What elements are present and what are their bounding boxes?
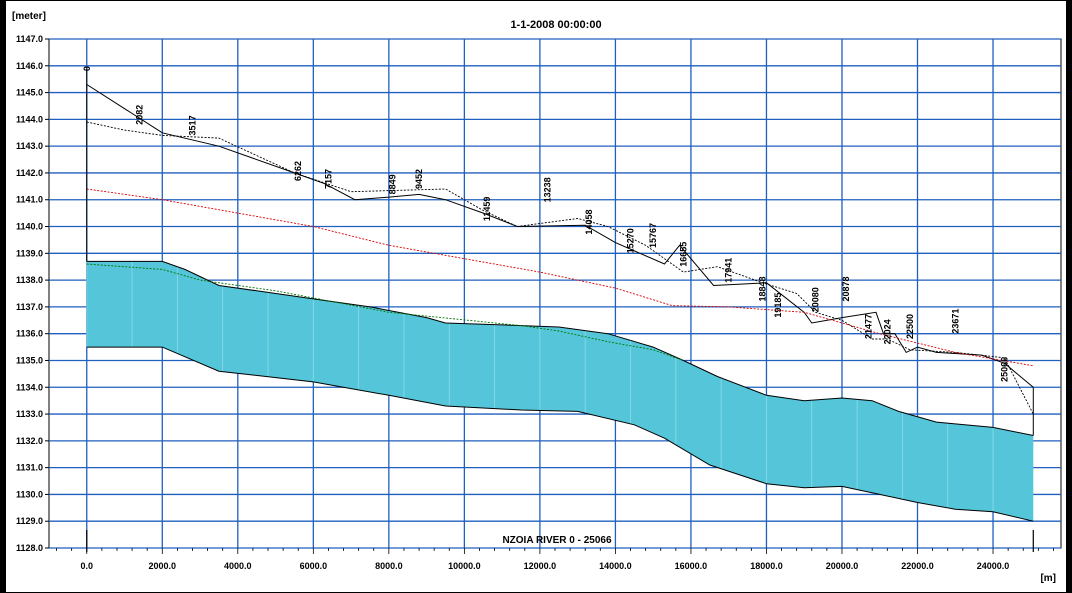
chainage-label: 7157 [323,169,333,189]
chainage-label: 8849 [388,174,398,194]
channel-area [86,261,1034,522]
series-line-3 [86,260,1034,436]
y-tick-label: 1133.0 [16,409,43,419]
y-tick-label: 1141.0 [16,195,43,205]
x-tick-label: 18000.0 [750,561,783,571]
chainage-label: 20878 [841,277,851,302]
chainage-label: 2082 [135,105,145,125]
y-axis-unit-label: [meter] [12,11,46,22]
chainage-label: 15270 [626,228,636,253]
x-tick-label: 16000.0 [675,561,708,571]
y-tick-label: 1139.0 [16,248,43,258]
axes: 1128.0 1129.0 1130.0 1131.0 1132.0 1133.0 1134… [16,34,1054,571]
chart-title: 1-1-2008 00:00:00 [510,19,601,31]
chainage-label: 6262 [293,161,303,181]
chainage-labels: 0 2082 3517 6262 7157 8849 9452 11459 13238 14058… [82,66,1010,382]
chainage-label: 15767 [648,223,658,248]
chainage-label: 23671 [950,309,960,334]
y-tick-label: 1137.0 [16,302,43,312]
x-tick-label: 14000.0 [599,561,632,571]
chainage-label: 18848 [758,277,768,302]
y-tick-label: 1134.0 [16,382,43,392]
y-tick-label: 1128.0 [16,543,43,553]
chainage-label: 11459 [482,197,492,222]
y-tick-label: 1144.0 [16,114,43,124]
series-line-4 [86,346,1034,522]
series-line-2 [86,188,1034,367]
series-line-5 [86,263,684,361]
chainage-label: 22024 [882,319,892,344]
x-tick-label: 2000.0 [149,561,177,571]
chainage-label: 17941 [724,258,734,283]
x-tick-label: 0.0 [81,561,94,571]
y-tick-label: 1129.0 [16,516,43,526]
chainage-label: 14058 [584,210,594,235]
chainage-label: 25066 [999,357,1009,382]
y-tick-label: 1138.0 [16,275,43,285]
series-line-1 [86,121,1034,415]
y-tick-label: 1142.0 [16,168,43,178]
x-tick-label: 22000.0 [901,561,934,571]
chainage-label: 9452 [414,169,424,189]
y-tick-label: 1132.0 [16,436,43,446]
chainage-label: 0 [82,66,92,71]
chainage-label: 20080 [811,287,821,312]
y-tick-label: 1145.0 [16,88,43,98]
chainage-label: 16655 [678,242,688,267]
x-tick-label: 10000.0 [448,561,481,571]
y-tick-label: 1146.0 [16,61,43,71]
y-tick-label: 1130.0 [16,489,43,499]
y-tick-label: 1131.0 [16,463,43,473]
series-line-0 [86,84,1034,388]
y-tick-label: 1140.0 [16,222,43,232]
y-tick-label: 1135.0 [16,355,43,365]
y-tick-label: 1147.0 [16,34,43,44]
chainage-label: 22500 [905,314,915,339]
y-tick-label: 1143.0 [16,141,43,151]
chainage-label: 19185 [773,293,783,318]
x-axis-unit-label: [m] [1040,573,1056,584]
chainage-label: 13238 [542,177,552,202]
series-lines [86,68,1034,552]
chainage-label: 21477 [863,314,873,339]
x-tick-label: 8000.0 [375,561,403,571]
x-tick-label: 6000.0 [300,561,328,571]
x-tick-label: 12000.0 [524,561,557,571]
y-tick-label: 1136.0 [16,329,43,339]
x-tick-label: 4000.0 [224,561,252,571]
x-tick-label: 24000.0 [977,561,1010,571]
branch-label: NZOIA RIVER 0 - 25066 [502,535,612,546]
chainage-label: 3517 [187,115,197,135]
x-tick-label: 20000.0 [826,561,859,571]
channel-fill [86,261,1034,522]
